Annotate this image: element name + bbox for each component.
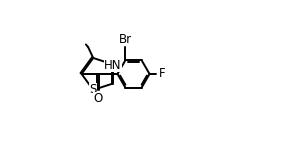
Text: Br: Br [119,33,132,46]
Text: N: N [108,58,117,71]
Text: HN: HN [104,59,122,71]
Text: O: O [93,92,102,105]
Text: F: F [159,67,166,80]
Text: S: S [89,83,97,96]
